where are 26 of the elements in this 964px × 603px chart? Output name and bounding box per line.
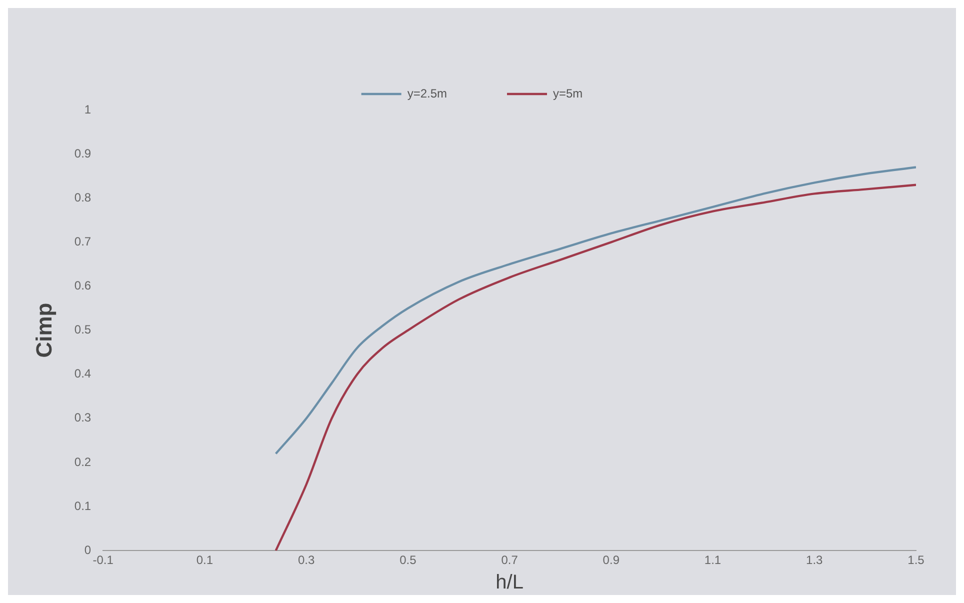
- legend-label: y=2.5m: [407, 86, 448, 100]
- x-tick-label: 0.1: [196, 553, 214, 568]
- x-tick-label: 1.1: [704, 553, 722, 568]
- y-tick-label: 0.7: [74, 234, 92, 248]
- line-series: [274, 166, 916, 455]
- x-tick-label: 0.3: [298, 553, 315, 568]
- x-tick-label: 0.7: [501, 553, 518, 568]
- y-tick-label: 0.6: [74, 278, 92, 293]
- y-tick-label: 0.3: [74, 410, 92, 425]
- y-tick-label: 0.2: [74, 454, 92, 469]
- x-axis-title: h/L: [496, 572, 524, 594]
- y-tick-label: 0.5: [74, 322, 92, 337]
- x-tick-label: 1.5: [908, 553, 925, 568]
- x-tick-label: 1.3: [806, 553, 824, 568]
- x-tick-label: 0.9: [602, 553, 620, 568]
- x-tick-label: 0.5: [400, 553, 417, 568]
- y-tick-label: 0: [84, 542, 92, 557]
- y-tick-label: 0.9: [74, 146, 92, 160]
- line-series: [274, 184, 916, 551]
- x-tick-label: -0.1: [92, 553, 114, 568]
- y-tick-label: 0.8: [74, 190, 92, 204]
- y-tick-label: 0.1: [74, 498, 92, 513]
- y-tick-label: 0.4: [74, 366, 92, 381]
- y-axis-title: Cimp: [31, 302, 56, 358]
- y-tick-label: 1: [84, 102, 92, 116]
- legend-label: y=5m: [553, 86, 583, 100]
